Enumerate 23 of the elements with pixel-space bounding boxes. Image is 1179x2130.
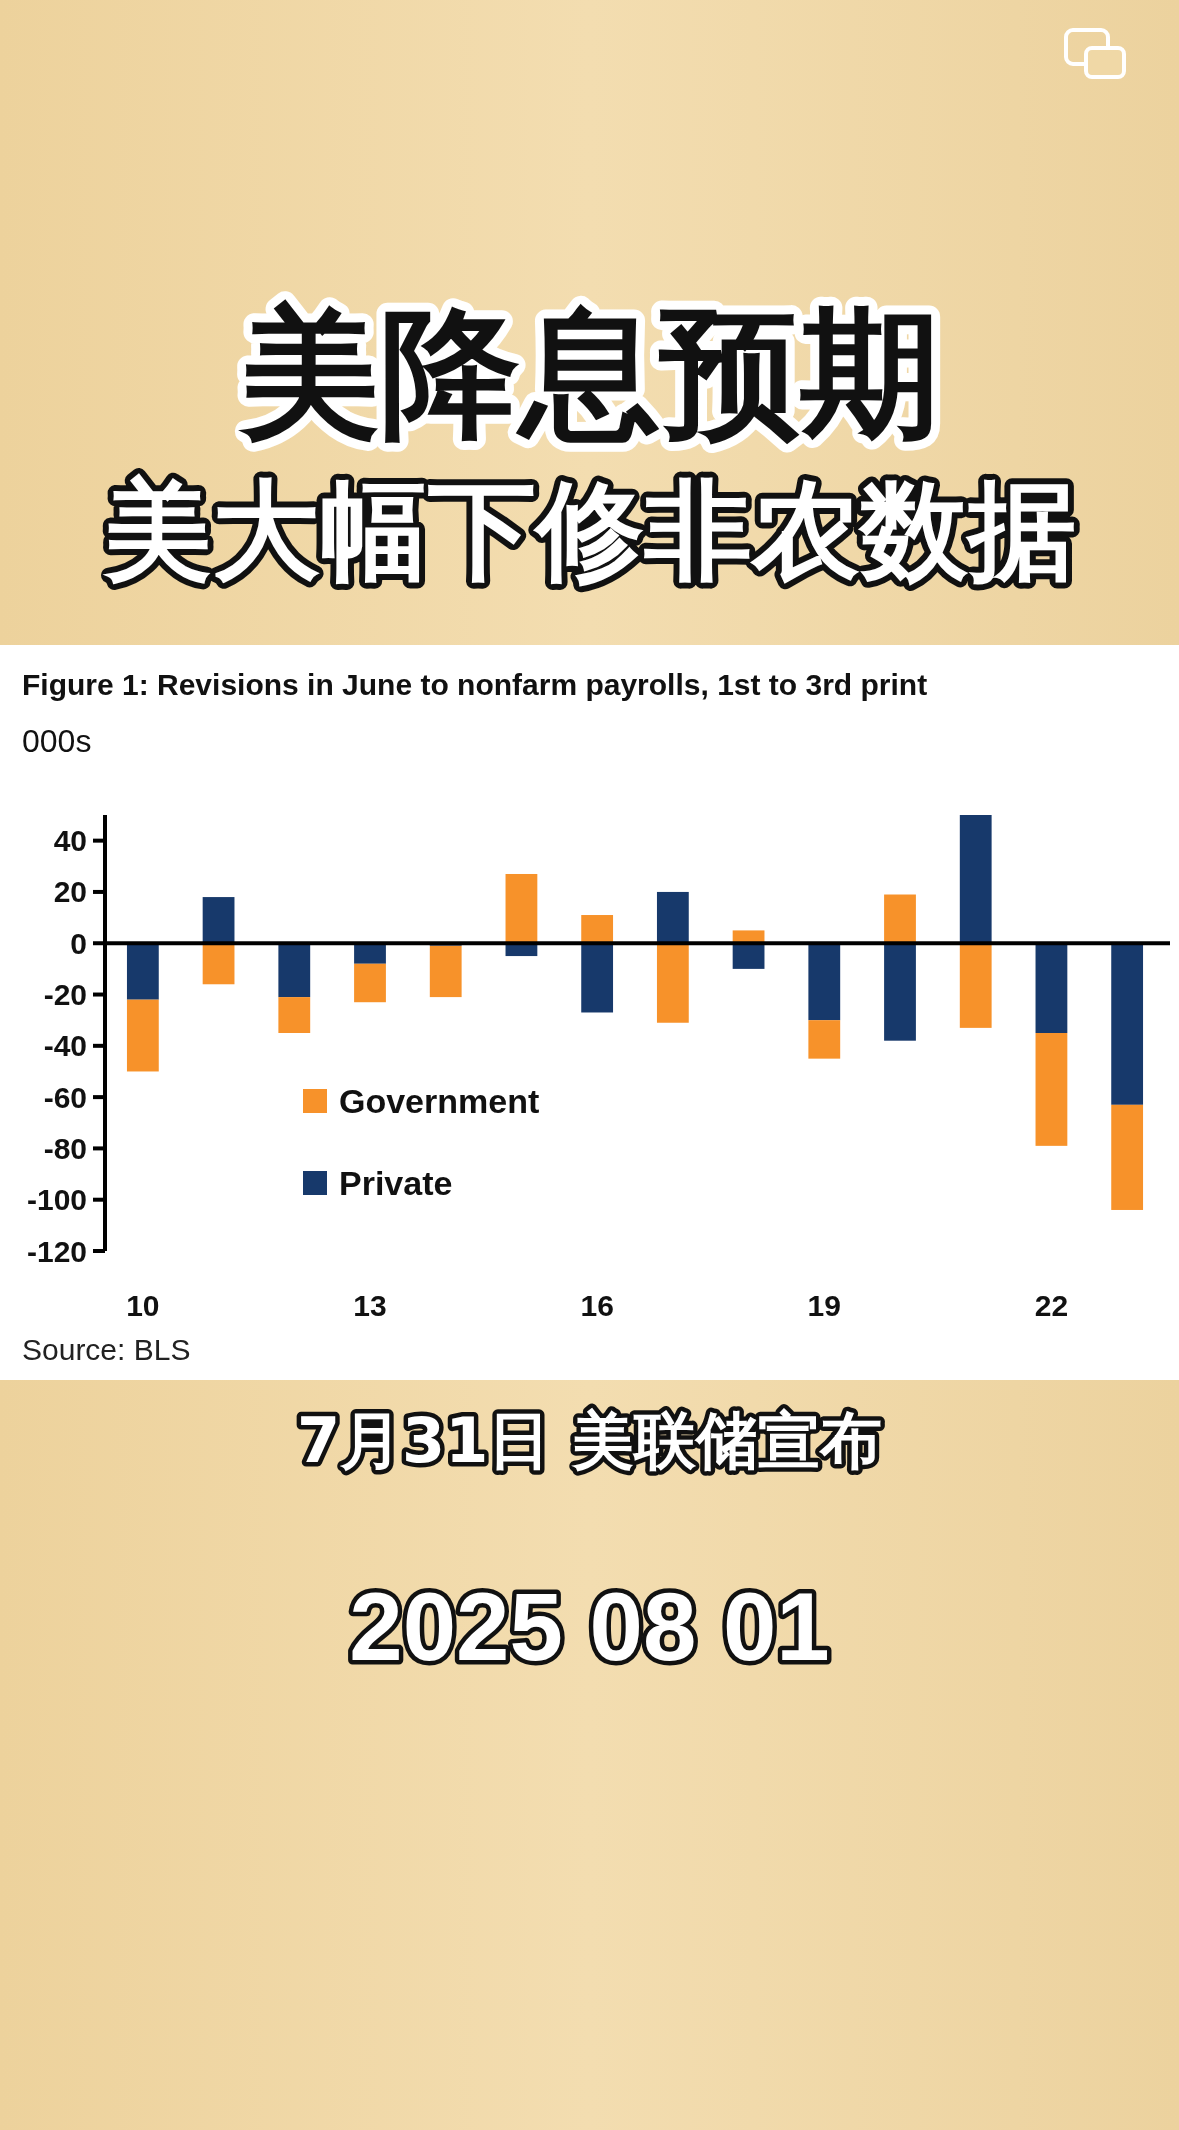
- y-axis-title: 000s: [22, 723, 92, 759]
- x-tick-label: 19: [807, 1289, 841, 1322]
- x-tick-label: 22: [1034, 1289, 1069, 1322]
- source-note: Source: BLS: [22, 1333, 191, 1366]
- y-tick-label: 40: [53, 824, 87, 858]
- x-tick-label: 10: [126, 1289, 160, 1322]
- y-tick-label: -80: [43, 1131, 87, 1165]
- y-tick-label: -60: [43, 1080, 87, 1114]
- text: 美大幅下修非农数据: [101, 468, 1076, 593]
- y-tick-label: 20: [53, 875, 87, 909]
- x-tick-label: 13: [353, 1289, 387, 1322]
- chart-title: Figure 1: Revisions in June to nonfarm payrolls, 1st to 3rd print: [22, 668, 928, 701]
- y-tick-label: -100: [26, 1183, 87, 1217]
- legend-label: Government: [339, 1082, 540, 1121]
- legend-label: Private: [339, 1164, 453, 1203]
- x-tick-label: 16: [580, 1289, 614, 1322]
- text: 美降息预期: [237, 292, 940, 455]
- y-tick-label: 0: [70, 926, 87, 960]
- text: 2025 08 01: [349, 1573, 830, 1680]
- y-tick-label: -120: [26, 1234, 87, 1268]
- text: 7月31日 美联储宣布: [296, 1404, 883, 1477]
- y-tick-label: -40: [43, 1029, 87, 1063]
- y-tick-label: -20: [43, 978, 87, 1012]
